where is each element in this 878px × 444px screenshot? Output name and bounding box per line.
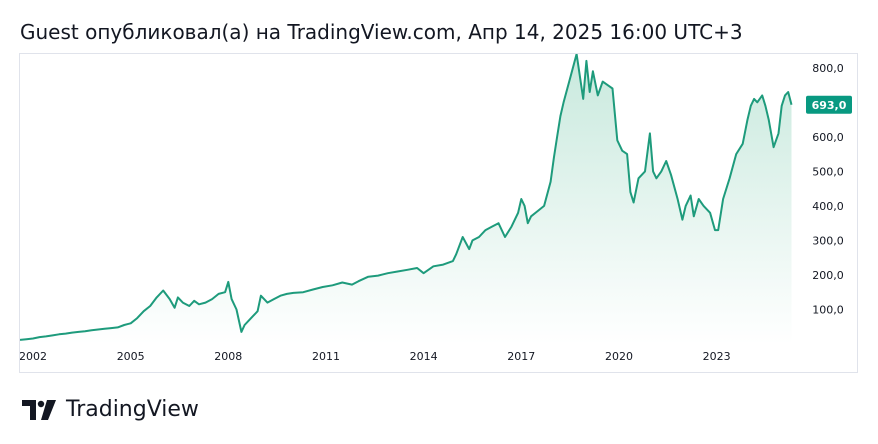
price-line (20, 54, 793, 341)
y-tick-label: 500,0 (812, 165, 844, 178)
y-tick-label: 400,0 (812, 200, 844, 213)
chart-title: Guest опубликовал(а) на TradingView.com,… (20, 20, 743, 44)
price-area-fill (20, 54, 792, 344)
tradingview-logo-icon (22, 400, 56, 420)
x-tick-label: 2020 (605, 350, 633, 363)
price-chart[interactable]: 2002 2005 2008 2011 2014 2017 2020 2023 100,0 20… (20, 54, 859, 374)
x-tick-label: 2002 (20, 350, 47, 363)
last-price-badge (806, 95, 852, 114)
x-tick-label: 2023 (703, 350, 731, 363)
last-price-label: 693,0 (812, 99, 847, 112)
chart-container[interactable]: 2002 2005 2008 2011 2014 2017 2020 2023 100,0 20… (19, 53, 858, 373)
x-tick-label: 2011 (312, 350, 340, 363)
y-tick-label: 600,0 (812, 131, 844, 144)
tradingview-logo[interactable]: TradingView (20, 396, 199, 424)
x-tick-label: 2005 (117, 350, 145, 363)
x-tick-label: 2017 (507, 350, 535, 363)
x-tick-label: 2008 (214, 350, 242, 363)
y-tick-label: 200,0 (812, 269, 844, 282)
y-tick-label: 100,0 (812, 304, 844, 317)
y-tick-label: 300,0 (812, 234, 844, 247)
x-tick-label: 2014 (410, 350, 438, 363)
tradingview-wordmark: TradingView (66, 397, 199, 422)
y-tick-label: 800,0 (812, 62, 844, 75)
